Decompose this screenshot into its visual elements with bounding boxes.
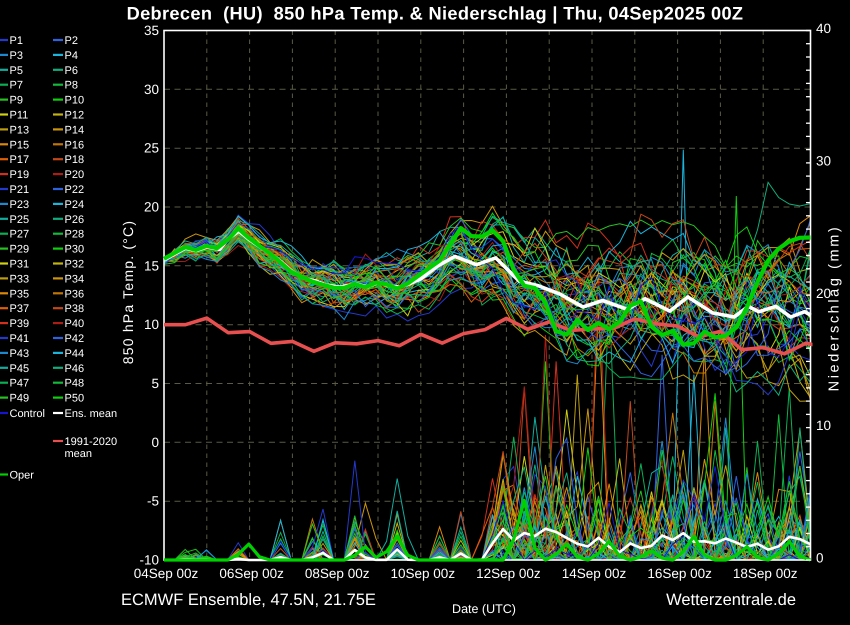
svg-text:25: 25 — [144, 141, 159, 156]
svg-text:850 hPa Temp. (°C): 850 hPa Temp. (°C) — [120, 220, 136, 364]
svg-text:P6: P6 — [65, 65, 78, 77]
svg-text:P29: P29 — [10, 244, 30, 256]
svg-text:P7: P7 — [10, 80, 23, 92]
svg-text:P48: P48 — [65, 378, 85, 390]
svg-text:15: 15 — [144, 258, 159, 273]
svg-text:Niederschlag (mm): Niederschlag (mm) — [827, 225, 843, 392]
svg-text:P24: P24 — [65, 199, 85, 211]
svg-text:P38: P38 — [65, 303, 85, 315]
svg-text:P2: P2 — [65, 35, 78, 47]
svg-text:P31: P31 — [10, 259, 30, 271]
svg-text:12Sep 00z: 12Sep 00z — [476, 566, 541, 581]
svg-text:1991-2020: 1991-2020 — [65, 436, 118, 448]
svg-text:P18: P18 — [65, 154, 85, 166]
svg-text:P19: P19 — [10, 169, 30, 181]
svg-text:P30: P30 — [65, 244, 85, 256]
svg-text:5: 5 — [151, 376, 159, 391]
svg-text:20: 20 — [816, 286, 831, 301]
svg-text:P27: P27 — [10, 229, 30, 241]
svg-text:10: 10 — [144, 317, 159, 332]
svg-text:ECMWF Ensemble, 47.5N, 21.75E: ECMWF Ensemble, 47.5N, 21.75E — [121, 591, 376, 609]
svg-text:P49: P49 — [10, 393, 30, 405]
svg-text:16Sep 00z: 16Sep 00z — [647, 566, 712, 581]
svg-text:P36: P36 — [65, 288, 85, 300]
svg-text:P40: P40 — [65, 318, 85, 330]
svg-text:P45: P45 — [10, 363, 30, 375]
svg-text:P9: P9 — [10, 95, 23, 107]
svg-text:P14: P14 — [65, 124, 85, 136]
svg-text:P32: P32 — [65, 259, 85, 271]
svg-text:-10: -10 — [139, 553, 159, 568]
svg-text:P43: P43 — [10, 348, 30, 360]
svg-text:P8: P8 — [65, 80, 78, 92]
svg-text:P26: P26 — [65, 214, 85, 226]
svg-text:P25: P25 — [10, 214, 30, 226]
svg-text:P37: P37 — [10, 303, 30, 315]
svg-text:P47: P47 — [10, 378, 30, 390]
svg-text:40: 40 — [816, 21, 831, 36]
svg-text:P3: P3 — [10, 50, 23, 62]
svg-text:P20: P20 — [65, 169, 85, 181]
svg-text:mean: mean — [65, 448, 93, 460]
svg-text:30: 30 — [144, 82, 159, 97]
svg-text:Date (UTC): Date (UTC) — [452, 602, 516, 616]
svg-text:18Sep 00z: 18Sep 00z — [733, 566, 798, 581]
svg-text:P17: P17 — [10, 154, 30, 166]
svg-text:30: 30 — [816, 153, 831, 168]
svg-text:P35: P35 — [10, 288, 30, 300]
svg-text:06Sep 00z: 06Sep 00z — [219, 566, 284, 581]
svg-text:P33: P33 — [10, 273, 30, 285]
svg-text:Oper: Oper — [10, 470, 35, 482]
svg-text:P39: P39 — [10, 318, 30, 330]
svg-text:P15: P15 — [10, 139, 30, 151]
svg-text:P46: P46 — [65, 363, 85, 375]
svg-text:P44: P44 — [65, 348, 85, 360]
svg-text:P50: P50 — [65, 393, 85, 405]
svg-text:P21: P21 — [10, 184, 30, 196]
svg-text:P22: P22 — [65, 184, 85, 196]
svg-text:35: 35 — [144, 23, 159, 38]
svg-text:P42: P42 — [65, 333, 85, 345]
svg-text:P16: P16 — [65, 139, 85, 151]
svg-text:14Sep 00z: 14Sep 00z — [562, 566, 627, 581]
svg-text:P12: P12 — [65, 110, 85, 122]
svg-text:P23: P23 — [10, 199, 30, 211]
svg-text:Ens. mean: Ens. mean — [65, 408, 118, 420]
svg-text:-5: -5 — [147, 494, 159, 509]
svg-text:P11: P11 — [10, 110, 29, 122]
svg-text:10Sep 00z: 10Sep 00z — [391, 566, 456, 581]
svg-text:20: 20 — [144, 200, 159, 215]
svg-text:0: 0 — [816, 551, 824, 566]
svg-text:P41: P41 — [10, 333, 30, 345]
svg-text:P4: P4 — [65, 50, 78, 62]
svg-text:P28: P28 — [65, 229, 85, 241]
svg-text:08Sep 00z: 08Sep 00z — [305, 566, 370, 581]
svg-text:P5: P5 — [10, 65, 23, 77]
svg-text:10: 10 — [816, 418, 831, 433]
svg-text:04Sep 00z: 04Sep 00z — [134, 566, 199, 581]
svg-text:Wetterzentrale.de: Wetterzentrale.de — [666, 591, 796, 609]
svg-text:P10: P10 — [65, 95, 85, 107]
svg-text:Debrecen (HU) 850 hPa Temp.: Debrecen (HU) 850 hPa Temp. & Niederschl… — [127, 4, 744, 25]
svg-text:P34: P34 — [65, 273, 85, 285]
svg-text:0: 0 — [151, 435, 159, 450]
svg-text:Control: Control — [10, 408, 45, 420]
svg-text:P13: P13 — [10, 124, 30, 136]
svg-text:P1: P1 — [10, 35, 23, 47]
